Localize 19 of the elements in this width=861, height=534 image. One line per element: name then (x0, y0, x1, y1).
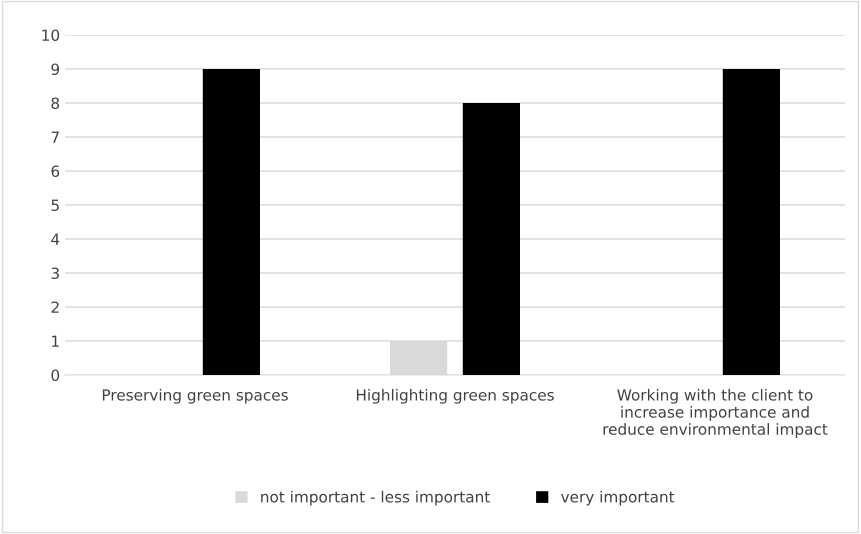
x-tick-label: Working with the client to increase importance and reduce environmental impact (604, 388, 828, 438)
bar (202, 69, 260, 375)
bar (462, 103, 520, 375)
y-tick-label: 8 (51, 97, 60, 110)
y-tick-label: 2 (52, 301, 59, 313)
x-tick-label: Highlighting green spaces (356, 388, 554, 404)
y-tick-label: 1 (52, 336, 59, 347)
y-tick-label: 0 (51, 369, 60, 382)
bar (722, 69, 780, 375)
legend-label: not important - less important (261, 490, 490, 506)
y-tick-label: 3 (52, 267, 59, 280)
y-tick-label: 5 (52, 200, 59, 212)
y-tick-label: 7 (52, 132, 59, 143)
y-tick-label: 6 (51, 165, 60, 178)
legend-label: very important (561, 490, 674, 506)
y-tick-label: 10 (42, 29, 60, 42)
y-tick-label: 4 (51, 234, 60, 245)
x-tick-label: Preserving green spaces (102, 388, 288, 404)
y-tick-label: 9 (51, 63, 60, 76)
